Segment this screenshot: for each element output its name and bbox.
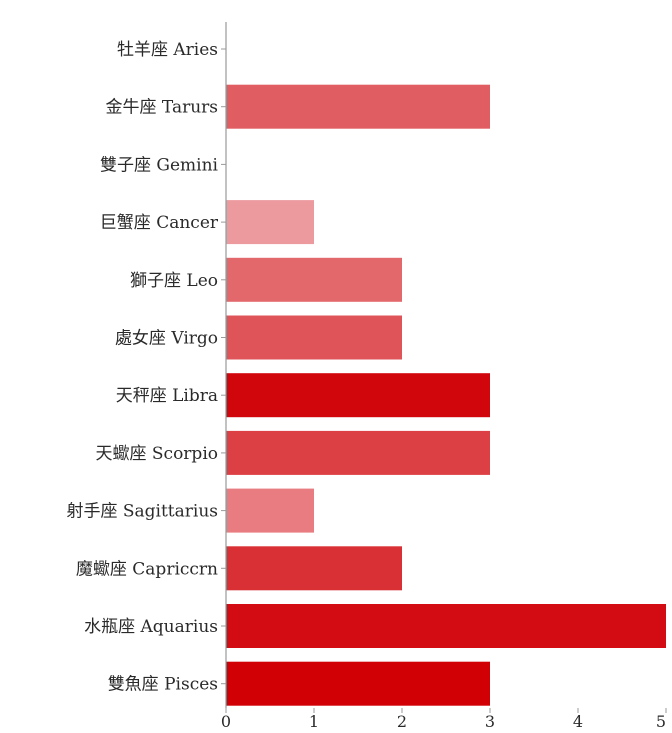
category-label-leo: 獅子座 Leo xyxy=(130,271,218,291)
category-label-libra: 天秤座 Libra xyxy=(116,386,218,406)
x-tick-label-0: 0 xyxy=(221,712,231,731)
category-label-gemini: 雙子座 Gemini xyxy=(100,155,219,175)
bar-capriccrn xyxy=(226,546,402,591)
category-label-aquarius: 水瓶座 Aquarius xyxy=(84,617,218,637)
category-label-aries: 牡羊座 Aries xyxy=(117,40,218,60)
x-tick-label-3: 3 xyxy=(485,712,495,731)
x-axis-ticks: 0 1 2 3 4 5 xyxy=(221,708,667,731)
category-label-sagittarius: 射手座 Sagittarius xyxy=(66,502,218,522)
x-tick-label-5: 5 xyxy=(656,712,666,731)
bar-sagittarius xyxy=(226,488,314,533)
bar-libra xyxy=(226,373,490,418)
bar-leo xyxy=(226,257,402,302)
bar-aquarius xyxy=(226,604,666,648)
bar-tarurs xyxy=(226,84,490,129)
category-label-capriccrn: 魔蠍座 Capriccrn xyxy=(76,559,218,579)
bar-pisces xyxy=(226,661,490,706)
category-labels: 牡羊座 Aries 金牛座 Tarurs 雙子座 Gemini 巨蟹座 Cancer 獅… xyxy=(66,40,218,695)
axes-layer xyxy=(221,22,227,708)
category-label-cancer: 巨蟹座 Cancer xyxy=(100,213,219,233)
category-label-pisces: 雙魚座 Pisces xyxy=(108,675,218,695)
category-label-virgo: 處女座 Virgo xyxy=(115,329,218,349)
bars-layer xyxy=(226,84,666,706)
category-label-tarurs: 金牛座 Tarurs xyxy=(106,98,218,118)
x-tick-label-2: 2 xyxy=(397,712,407,731)
x-tick-label-1: 1 xyxy=(309,712,319,731)
bar-scorpio xyxy=(226,430,490,475)
category-label-scorpio: 天蠍座 Scorpio xyxy=(96,444,219,464)
x-tick-label-4: 4 xyxy=(573,712,583,731)
bar-virgo xyxy=(226,315,402,360)
bar-cancer xyxy=(226,200,314,245)
